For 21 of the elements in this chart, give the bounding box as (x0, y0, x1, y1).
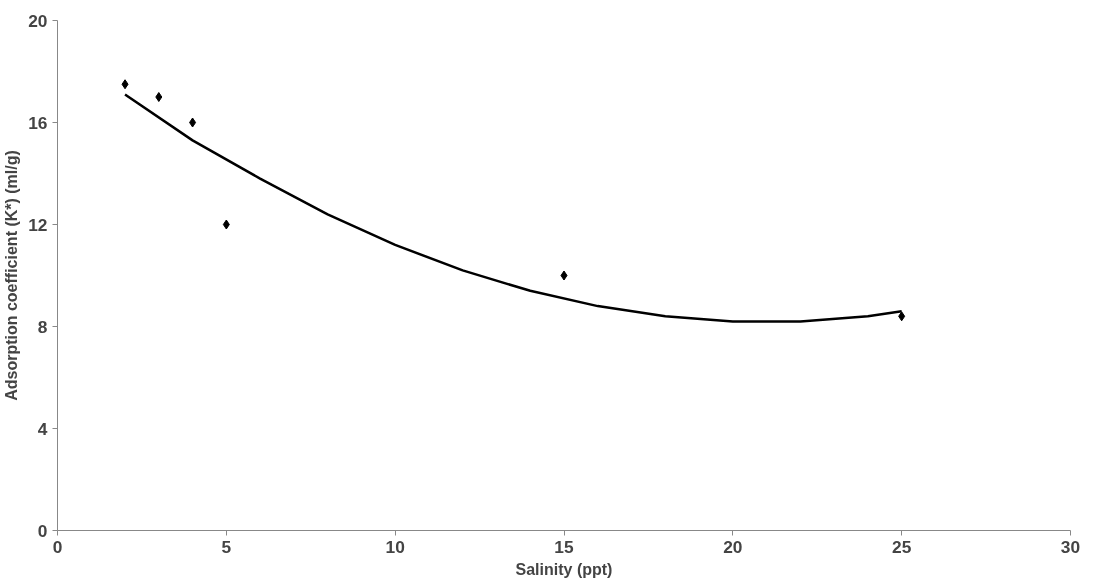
point (121, 79, 129, 90)
y-tick-label: 12 (28, 214, 48, 235)
y-tick-label: 20 (28, 10, 48, 31)
x-tick-label: 10 (385, 536, 405, 557)
x-tick-label: 15 (554, 536, 574, 557)
x-axis-title: Salinity (ppt) (515, 560, 613, 578)
x-tick-label: 30 (1060, 536, 1081, 557)
x-tick-label: 20 (723, 536, 743, 557)
x-tick-label: 0 (52, 536, 63, 557)
y-tick-label: 4 (37, 418, 48, 439)
point (898, 311, 906, 322)
y-tick-label: 16 (28, 112, 48, 133)
x-tick-label: 5 (221, 536, 232, 557)
y-axis-title: Adsorption coefficient (K*) (ml/g) (3, 150, 21, 401)
point (155, 92, 163, 102)
point (222, 219, 230, 230)
y-tick-label: 0 (37, 520, 48, 541)
x-tick-label: 25 (892, 536, 912, 557)
point (189, 117, 197, 128)
point (560, 270, 568, 281)
y-tick-label: 8 (37, 316, 48, 337)
